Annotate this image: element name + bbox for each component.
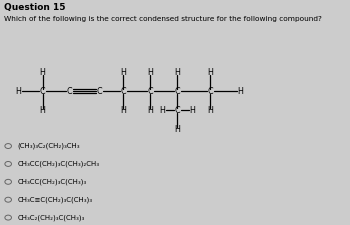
Text: C: C <box>174 106 180 115</box>
Text: CH₃CC(CH₂)₃C(CH₃)₂CH₃: CH₃CC(CH₂)₃C(CH₃)₂CH₃ <box>17 161 99 167</box>
Text: C: C <box>121 87 126 96</box>
Text: H: H <box>207 68 213 77</box>
Text: CH₃CC(CH₂)₃C(CH₃)₃: CH₃CC(CH₂)₃C(CH₃)₃ <box>17 179 86 185</box>
Text: CH₃C₂(CH₂)₃C(CH₃)₃: CH₃C₂(CH₂)₃C(CH₃)₃ <box>17 214 84 221</box>
Text: C: C <box>40 87 46 96</box>
Text: Question 15: Question 15 <box>4 3 65 12</box>
Text: H: H <box>189 106 195 115</box>
Text: H: H <box>237 87 243 96</box>
Text: H: H <box>159 106 165 115</box>
Text: H: H <box>207 106 213 115</box>
Text: C: C <box>174 87 180 96</box>
Text: H: H <box>16 87 22 96</box>
Text: H: H <box>120 106 126 115</box>
Text: H: H <box>174 68 180 77</box>
Text: CH₃C≡C(CH₂)₃C(CH₃)₃: CH₃C≡C(CH₂)₃C(CH₃)₃ <box>17 196 92 203</box>
Text: H: H <box>147 68 153 77</box>
Text: H: H <box>174 125 180 134</box>
Text: H: H <box>120 68 126 77</box>
Text: C: C <box>207 87 213 96</box>
Text: H: H <box>40 68 46 77</box>
Text: H: H <box>40 106 46 115</box>
Text: C: C <box>97 87 102 96</box>
Text: C: C <box>147 87 153 96</box>
Text: C: C <box>67 87 72 96</box>
Text: (CH₃)₃C₂(CH₂)₃CH₃: (CH₃)₃C₂(CH₂)₃CH₃ <box>17 143 80 149</box>
Text: Which of the following is the correct condensed structure for the following comp: Which of the following is the correct co… <box>4 16 322 22</box>
Text: H: H <box>147 106 153 115</box>
